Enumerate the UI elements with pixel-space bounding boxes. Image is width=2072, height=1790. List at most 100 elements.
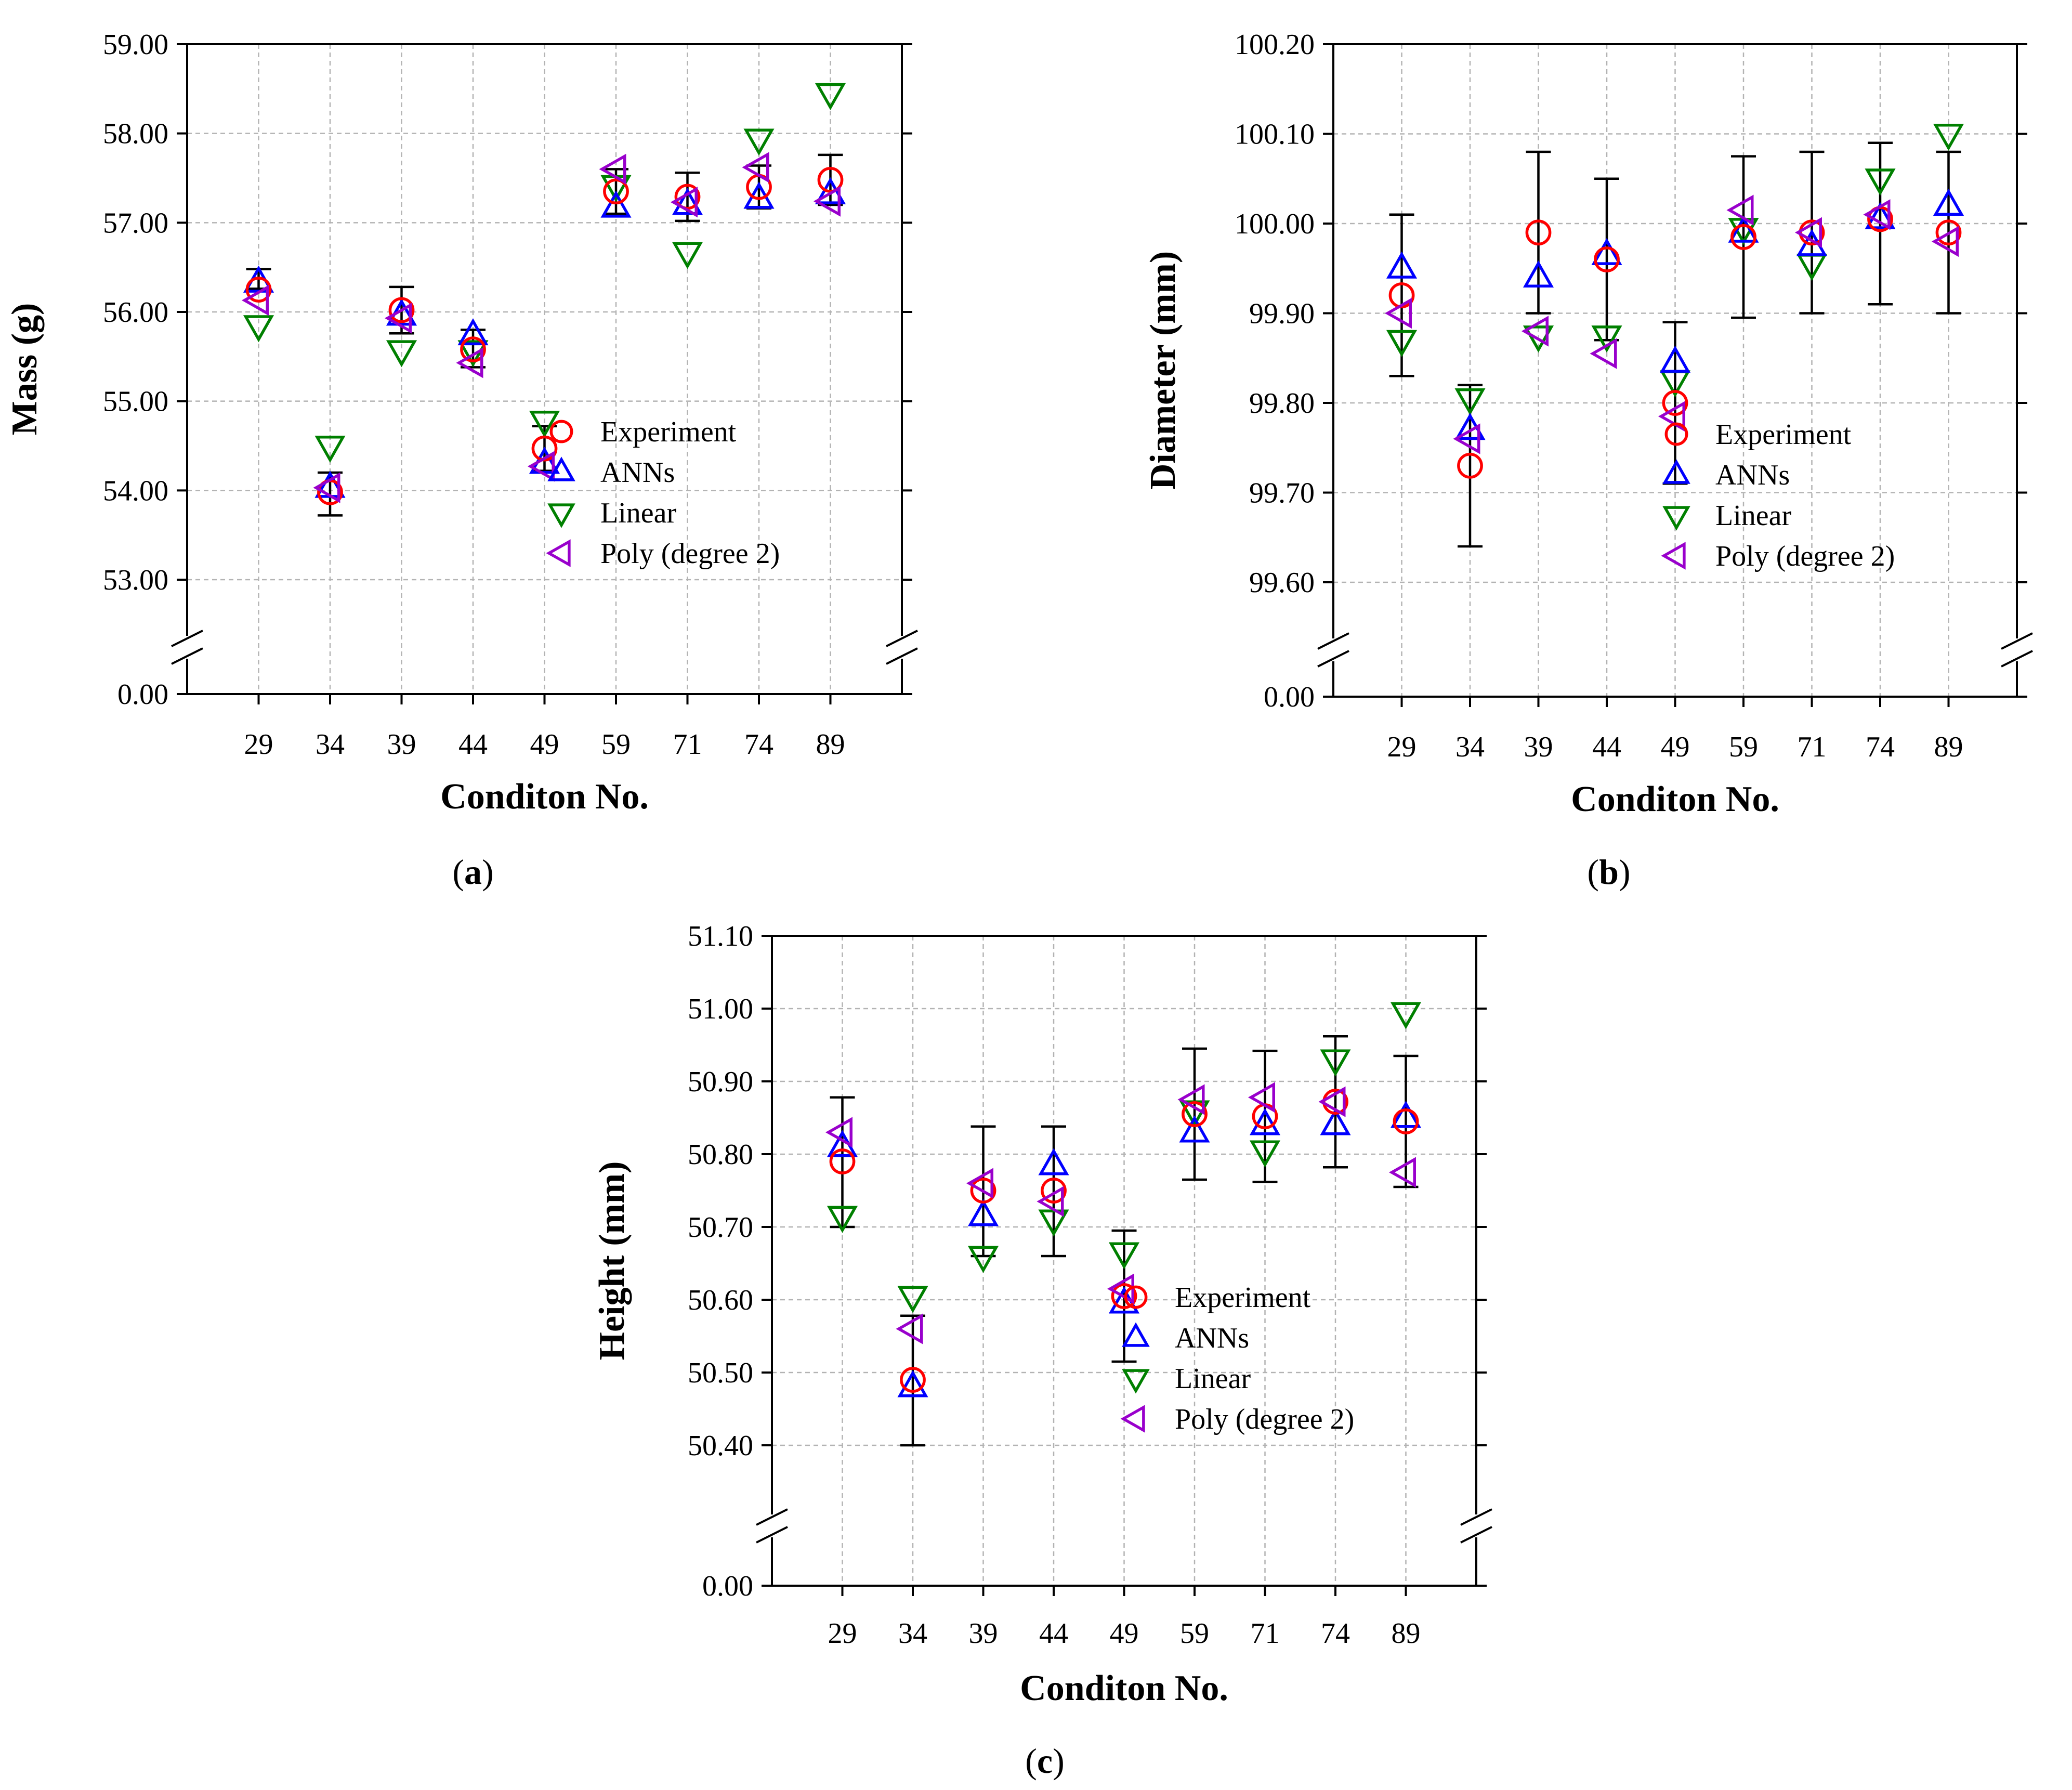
data-point-experiment: [1041, 1178, 1067, 1204]
x-tick-label: 71: [1798, 731, 1827, 763]
data-point-anns: [1865, 202, 1896, 229]
data-point-experiment: [900, 1367, 926, 1393]
y-tick-label: 99.90: [1249, 298, 1315, 330]
legend-label-anns: ANNs: [600, 456, 675, 489]
x-tick-label: 39: [1524, 731, 1553, 763]
data-point-experiment: [817, 167, 844, 193]
x-tick-label: 49: [530, 728, 559, 761]
x-tick-label: 59: [1729, 731, 1758, 763]
data-point-linear: [1865, 168, 1896, 196]
caption-open-paren: (: [452, 852, 464, 892]
data-point-anns: [1523, 260, 1554, 288]
caption-close-paren: ): [1619, 852, 1631, 892]
y-tick-label: 57.00: [103, 207, 168, 239]
data-point-poly-degree-2: [1794, 217, 1822, 248]
legend-marker-anns: [547, 456, 575, 481]
legend-label-experiment: Experiment: [1175, 1282, 1311, 1314]
data-point-experiment: [1111, 1283, 1137, 1309]
data-point-poly-degree-2: [1726, 194, 1754, 226]
data-point-poly-degree-2: [599, 153, 626, 185]
legend-label-anns: ANNs: [1715, 459, 1790, 491]
x-tick-label: 29: [828, 1617, 857, 1650]
caption-letter: a: [464, 852, 482, 892]
data-point-anns: [1390, 1101, 1422, 1128]
y-tick-label: 50.80: [688, 1139, 753, 1171]
x-tick-label: 34: [1455, 731, 1485, 763]
data-point-linear: [243, 315, 274, 343]
y-tick-label: 56.00: [103, 296, 168, 329]
data-point-poly-degree-2: [1658, 401, 1685, 432]
axis-break-mark: [171, 630, 203, 647]
axis-break-gap: [1471, 1514, 1481, 1537]
axis-break-mark: [1460, 1526, 1492, 1544]
data-point-linear: [529, 410, 560, 438]
data-point-anns: [1659, 345, 1691, 373]
y-tick-label: 50.60: [688, 1284, 753, 1316]
data-point-linear: [672, 242, 703, 269]
data-point-experiment: [1662, 390, 1688, 416]
y-tick-label: 51.10: [688, 920, 753, 952]
y-tick-label: 99.70: [1249, 477, 1315, 509]
data-point-linear: [386, 340, 417, 368]
data-point-linear: [897, 1286, 928, 1313]
legend-marker-experiment: [1124, 1285, 1148, 1309]
x-tick-label: 59: [601, 728, 631, 761]
data-point-poly-degree-2: [1521, 316, 1549, 347]
data-point-anns: [1933, 188, 1964, 216]
axis-break-mark: [756, 1526, 788, 1544]
data-point-poly-degree-2: [966, 1168, 993, 1199]
data-point-linear: [1591, 325, 1622, 353]
caption-open-paren: (: [1025, 1741, 1037, 1781]
caption-open-paren: (: [1587, 852, 1599, 892]
legend-label-poly-degree-2: Poly (degree 2): [600, 538, 780, 570]
data-point-anns: [1591, 238, 1622, 265]
x-tick-label: 89: [1392, 1617, 1421, 1650]
y-tick-label: 54.00: [103, 475, 168, 507]
legend-marker-anns: [1122, 1322, 1150, 1347]
data-point-anns: [1179, 1115, 1210, 1143]
data-point-poly-degree-2: [1590, 338, 1617, 369]
y-tick-label: 100.20: [1235, 29, 1315, 61]
data-point-poly-degree-2: [1037, 1186, 1064, 1217]
axis-break-gap: [767, 1514, 777, 1537]
y-axis-title: Mass (g): [5, 303, 45, 436]
legend-marker-linear: [1122, 1369, 1150, 1394]
axis-break-mark: [886, 647, 918, 665]
data-point-linear: [1523, 325, 1554, 353]
y-tick-label: 0.00: [117, 678, 168, 711]
axis-break-gap: [1328, 638, 1339, 661]
y-tick-label: 58.00: [103, 118, 168, 150]
data-point-poly-degree-2: [1248, 1082, 1275, 1113]
x-tick-label: 49: [1661, 731, 1690, 763]
legend-label-experiment: Experiment: [600, 416, 737, 448]
data-point-poly-degree-2: [742, 152, 769, 183]
data-point-experiment: [1182, 1101, 1208, 1127]
data-point-poly-degree-2: [813, 186, 841, 217]
axis-break-mark: [1317, 632, 1349, 650]
y-tick-label: 0.00: [702, 1570, 753, 1602]
x-tick-label: 44: [458, 728, 488, 761]
axis-break-mark: [886, 630, 918, 647]
x-tick-label: 39: [969, 1617, 998, 1650]
axis-break-mark: [2001, 632, 2033, 650]
data-point-poly-degree-2: [896, 1313, 923, 1344]
caption-letter: c: [1037, 1741, 1053, 1781]
legend-label-poly-degree-2: Poly (degree 2): [1175, 1403, 1354, 1435]
y-axis-title: Diameter (mm): [1143, 251, 1183, 490]
x-tick-label: 29: [244, 728, 273, 761]
y-tick-label: 50.40: [688, 1430, 753, 1462]
data-point-linear: [1108, 1242, 1140, 1270]
axis-break-mark: [1317, 650, 1349, 668]
axis-break-mark: [171, 647, 203, 665]
data-point-poly-degree-2: [1863, 199, 1891, 230]
y-tick-label: 50.70: [688, 1211, 753, 1244]
legend-marker-poly-degree-2: [1120, 1405, 1145, 1433]
axis-break-mark: [1460, 1508, 1492, 1526]
x-tick-label: 74: [1866, 731, 1895, 763]
data-point-experiment: [1730, 224, 1756, 250]
data-point-linear: [1454, 388, 1486, 415]
x-tick-label: 89: [816, 728, 845, 761]
caption-close-paren: ): [482, 852, 494, 892]
x-axis-title: Conditon No.: [440, 777, 649, 817]
